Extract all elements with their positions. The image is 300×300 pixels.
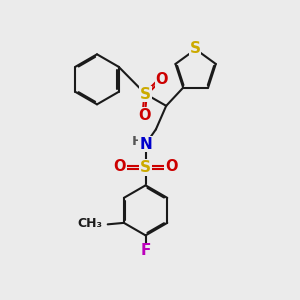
Text: H: H (132, 135, 143, 148)
Text: O: O (138, 108, 150, 123)
Text: N: N (139, 136, 152, 152)
Text: S: S (140, 160, 151, 175)
Text: O: O (114, 159, 126, 174)
Text: F: F (140, 244, 151, 259)
Text: S: S (140, 87, 151, 102)
Text: CH₃: CH₃ (77, 217, 102, 230)
Text: O: O (165, 159, 178, 174)
Text: S: S (190, 41, 201, 56)
Text: O: O (155, 72, 168, 87)
